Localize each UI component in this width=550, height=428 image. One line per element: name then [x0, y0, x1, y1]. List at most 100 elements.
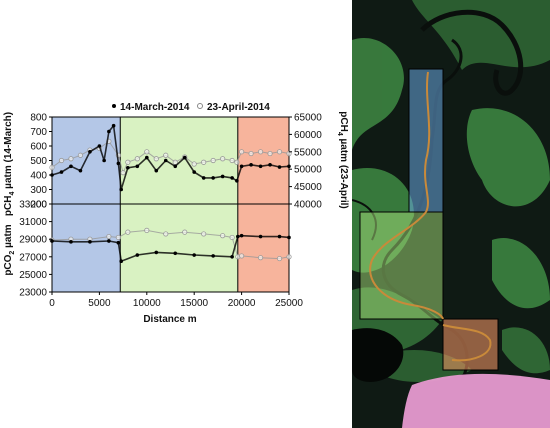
data-point — [192, 170, 196, 174]
data-point — [248, 150, 254, 157]
data-point — [192, 253, 196, 257]
y-tick-top-left-label: 800 — [30, 113, 47, 124]
urban-area — [402, 373, 550, 428]
data-point — [119, 259, 124, 264]
data-point — [135, 253, 140, 257]
data-point — [229, 157, 235, 164]
chart-panel: 0 5000 10000 15000 20000 25000 200 300 400 500 600… — [3, 102, 349, 325]
data-point — [210, 157, 216, 164]
data-point — [58, 157, 65, 164]
data-point — [201, 159, 207, 165]
data-point — [182, 229, 188, 235]
y-tick-top-right-label: 50000 — [294, 165, 322, 176]
data-point — [236, 234, 240, 239]
data-point — [126, 165, 130, 170]
data-point — [220, 233, 226, 239]
x-axis-title: Distance m — [143, 314, 196, 325]
data-point — [116, 161, 121, 166]
data-point — [287, 235, 291, 240]
data-point — [102, 158, 106, 163]
data-point — [107, 239, 111, 243]
y-axis-title-top-left: pCH4 µatm (14-March) — [3, 112, 16, 216]
data-point — [173, 251, 178, 256]
data-point — [120, 170, 126, 176]
y-tick-bottom-left-label: 23000 — [19, 288, 47, 299]
data-point — [211, 176, 215, 180]
data-point — [68, 156, 74, 162]
data-marks — [49, 123, 292, 264]
overlay-middle — [359, 211, 444, 320]
bottom-plot-frame — [51, 203, 290, 293]
data-point — [276, 255, 283, 262]
x-tick-label: 0 — [49, 298, 55, 309]
data-point — [163, 158, 168, 163]
data-point — [235, 179, 239, 183]
data-point — [258, 164, 263, 169]
y-axis-title-bottom-left: pCO2 µatm — [3, 224, 16, 275]
data-point — [106, 233, 112, 240]
x-tick-label: 15000 — [180, 298, 208, 309]
y-tick-top-left-label: 700 — [30, 127, 47, 138]
data-point — [77, 152, 84, 158]
data-point — [163, 231, 169, 237]
data-point — [153, 156, 159, 162]
data-point — [191, 161, 197, 167]
data-point — [144, 149, 150, 155]
data-point — [78, 168, 83, 173]
data-point — [97, 144, 102, 148]
data-point — [230, 254, 234, 259]
y-tick-top-right-label: 55000 — [294, 147, 322, 158]
x-tick-label: 5000 — [88, 298, 111, 309]
y-tick-top-left-label: 400 — [30, 171, 47, 182]
y-tick-top-left-label: 600 — [30, 142, 47, 153]
data-point — [88, 150, 92, 154]
data-point — [134, 156, 140, 162]
y-tick-bottom-left-label: 31000 — [19, 217, 47, 228]
data-point — [111, 123, 116, 128]
data-point — [49, 164, 55, 171]
data-point — [287, 164, 291, 169]
data-point — [239, 233, 244, 238]
data-point — [220, 156, 226, 162]
tick-labels: 0 5000 10000 15000 20000 25000 200 300 400 500 600… — [19, 113, 322, 310]
y-tick-top-left-label: 500 — [30, 156, 47, 167]
data-point — [88, 240, 92, 244]
data-point — [229, 234, 235, 241]
data-point — [154, 250, 159, 255]
data-point — [163, 152, 169, 158]
data-point — [249, 163, 253, 167]
data-point — [173, 164, 178, 169]
y-tick-top-left-label: 200 — [30, 200, 47, 211]
data-point — [258, 234, 263, 239]
river-trace — [369, 71, 492, 362]
y-tick-bottom-left-label: 27000 — [19, 252, 47, 263]
y-tick-top-right-label: 40000 — [294, 200, 322, 211]
y-tick-top-right-label: 60000 — [294, 130, 322, 141]
y-tick-bottom-left-label: 33000 — [19, 200, 47, 211]
data-point — [107, 129, 111, 134]
data-point — [182, 155, 187, 160]
data-point — [277, 165, 282, 169]
data-point — [135, 164, 140, 169]
data-point — [234, 159, 240, 165]
x-tick-label: 20000 — [228, 298, 256, 309]
data-point — [69, 164, 73, 169]
data-point — [230, 176, 234, 180]
data-point — [59, 170, 64, 174]
data-point — [211, 254, 215, 258]
satellite-map — [352, 0, 550, 428]
data-point — [116, 240, 121, 245]
y-tick-bottom-left-label: 25000 — [19, 270, 47, 281]
data-point — [69, 240, 73, 244]
data-point — [277, 234, 282, 239]
data-point — [286, 254, 292, 260]
urban-dark-zone — [352, 328, 404, 382]
x-tick-label: 25000 — [275, 298, 303, 309]
y-tick-top-right-label: 45000 — [294, 182, 322, 193]
legend-marker-april — [197, 103, 203, 109]
data-point — [220, 174, 225, 179]
legend-label-april: 23-April-2014 — [207, 102, 270, 113]
data-point — [50, 239, 54, 243]
data-point — [125, 159, 131, 165]
y-axis-title-top-right: pCH4 µatm (23-April) — [336, 111, 349, 208]
